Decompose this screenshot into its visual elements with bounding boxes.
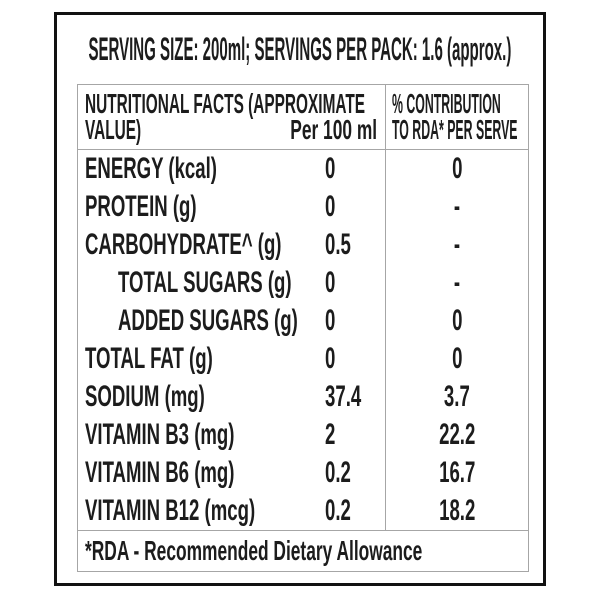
nutrient-value: 0 [325,190,336,223]
nutrient-label: PROTEIN (g) [85,190,197,223]
nutrient-label: TOTAL SUGARS (g) [118,266,292,299]
nutrient-value: 2 [325,418,336,451]
nutrient-value: 0 [325,304,336,337]
nutrient-value: 0 [325,152,336,185]
header-rda-contribution: % CONTRIBUTION TO RDA* PER SERVE [385,85,600,149]
header-per-100ml: Per 100 ml [290,114,377,145]
nutrient-value: 0 [325,342,336,375]
nutrient-label: SODIUM (mg) [85,380,205,413]
nutrient-rda-pct: 18.2 [438,494,476,527]
table-header-row: NUTRITIONAL FACTS (APPROXIMATE VALUE) Pe… [78,85,528,150]
nutrient-rda-pct: 0 [451,152,463,185]
table-row-energy: ENERGY (kcal) 0 0 [78,150,528,188]
table-row-sodium: SODIUM (mg) 37.4 3.7 [78,378,528,416]
table-row-total-sugars: TOTAL SUGARS (g) 0 - [78,264,528,302]
nutrient-rda-pct: 3.7 [444,380,470,413]
serving-size-text: SERVING SIZE: 200ml; SERVINGS PER PACK: … [88,30,512,67]
table-row-vitamin-b3: VITAMIN B3 (mg) 2 22.2 [78,416,528,454]
nutrient-label: VITAMIN B12 (mcg) [85,494,256,527]
table-row-total-fat: TOTAL FAT (g) 0 0 [78,340,528,378]
table-row-carbohydrate: CARBOHYDRATE^ (g) 0.5 - [78,226,528,264]
nutrient-label: CARBOHYDRATE^ (g) [85,228,282,261]
nutrient-rda-pct: - [453,266,461,299]
table-row-added-sugars: ADDED SUGARS (g) 0 0 [78,302,528,340]
nutrition-label-box: SERVING SIZE: 200ml; SERVINGS PER PACK: … [54,12,546,586]
nutrient-rda-pct: 0 [451,342,463,375]
nutrient-rda-pct: - [453,228,461,261]
nutrient-rda-pct: - [453,190,461,223]
serving-size-line: SERVING SIZE: 200ml; SERVINGS PER PACK: … [57,15,543,83]
nutrient-value: 0.2 [325,494,351,527]
nutrient-value: 0 [325,266,336,299]
nutrient-label: VITAMIN B6 (mg) [85,456,235,489]
header-col1-line1: NUTRITIONAL FACTS (APPROXIMATE [85,88,366,119]
rda-footnote-row: *RDA - Recommended Dietary Allowance [78,530,528,571]
table-row-vitamin-b6: VITAMIN B6 (mg) 0.2 16.7 [78,454,528,492]
nutrient-label: TOTAL FAT (g) [85,342,213,375]
header-col2-line1: % CONTRIBUTION [392,88,501,119]
header-col1-line2: VALUE) [85,114,142,145]
table-body: ENERGY (kcal) 0 0 PROTEIN (g) 0 - CARBOH… [78,150,528,530]
nutrient-value: 0.5 [325,228,351,261]
nutrition-facts-table: NUTRITIONAL FACTS (APPROXIMATE VALUE) Pe… [77,84,529,572]
nutrient-value: 0.2 [325,456,351,489]
nutrient-label: VITAMIN B3 (mg) [85,418,235,451]
header-col2-line2: TO RDA* PER SERVE [392,114,518,145]
nutrient-label: ADDED SUGARS (g) [118,304,298,337]
nutrient-label: ENERGY (kcal) [85,152,217,185]
table-row-vitamin-b12: VITAMIN B12 (mcg) 0.2 18.2 [78,492,528,530]
rda-footnote-text: *RDA - Recommended Dietary Allowance [85,535,423,566]
nutrient-rda-pct: 22.2 [438,418,476,451]
header-nutritional-facts: NUTRITIONAL FACTS (APPROXIMATE VALUE) Pe… [78,85,385,149]
table-row-protein: PROTEIN (g) 0 - [78,188,528,226]
nutrient-value: 37.4 [325,380,362,413]
nutrient-rda-pct: 16.7 [438,456,476,489]
nutrient-rda-pct: 0 [451,304,463,337]
